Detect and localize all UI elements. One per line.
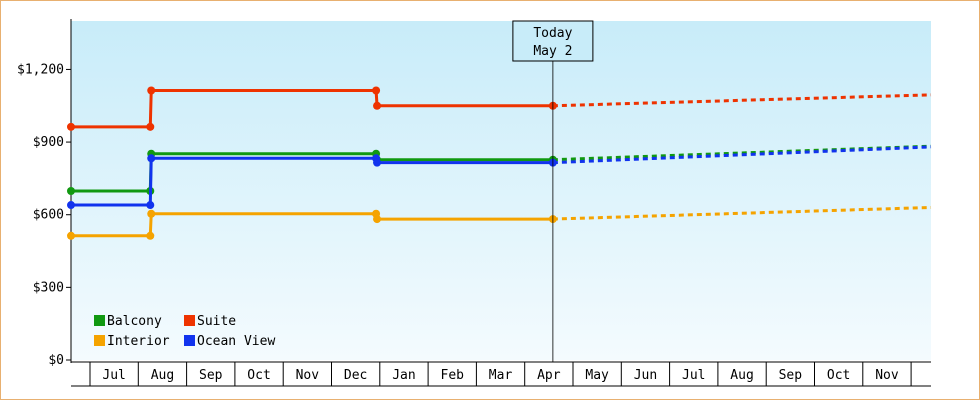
today-label: Today <box>533 26 572 41</box>
legend-swatch <box>184 315 195 326</box>
month-label: Aug <box>730 368 753 383</box>
legend: Balcony Suite Interior Ocean View <box>94 314 275 349</box>
month-label: Feb <box>441 368 465 383</box>
data-point-suite <box>372 86 381 95</box>
data-point-ocean-view <box>147 154 156 163</box>
month-label: Jan <box>392 368 415 383</box>
legend-label: Suite <box>197 314 236 329</box>
y-tick-label: $300 <box>33 280 64 295</box>
month-label: Oct <box>827 368 850 383</box>
forecast-line-ocean-view <box>552 145 932 165</box>
data-point-ocean-view <box>373 158 382 167</box>
data-point-interior <box>67 231 75 240</box>
series-line-interior <box>71 212 553 238</box>
y-axis: $0 $300 $600 $900 $1,200 <box>17 19 72 368</box>
series-suite <box>67 86 932 131</box>
month-label: Apr <box>537 368 561 383</box>
month-label: Dec <box>344 368 367 383</box>
legend-swatch <box>184 335 195 346</box>
y-tick-label: $0 <box>48 353 64 368</box>
legend-label: Interior <box>107 334 170 349</box>
legend-swatch <box>94 315 105 326</box>
x-axis: Jul Aug Sep Oct Nov Dec Jan Feb Mar Apr May Jun Jul A… <box>71 361 931 387</box>
month-label: Jun <box>634 368 657 383</box>
series-line-suite <box>71 88 553 129</box>
y-tick-label: $1,200 <box>17 62 64 77</box>
month-label: Nov <box>296 368 320 383</box>
month-label: Nov <box>875 368 899 383</box>
today-date: May 2 <box>533 44 572 59</box>
month-label: Aug <box>151 368 174 383</box>
data-point-ocean-view <box>146 201 155 210</box>
month-label: Sep <box>779 368 803 383</box>
series-interior <box>67 205 932 240</box>
series-line-balcony <box>71 152 553 193</box>
today-box <box>512 20 594 62</box>
month-label: Jul <box>682 368 705 383</box>
data-point-suite <box>147 86 156 95</box>
today-marker: Today May 2 <box>512 20 594 362</box>
series-line-ocean-view <box>71 156 553 207</box>
legend-label: Ocean View <box>197 334 275 349</box>
y-tick-label: $600 <box>33 208 64 223</box>
plot-background <box>71 21 931 360</box>
forecast-line-interior <box>552 205 932 221</box>
data-point-interior <box>146 231 155 240</box>
data-point-ocean-view <box>67 201 75 210</box>
month-label: Mar <box>489 368 513 383</box>
data-point-suite <box>146 122 155 131</box>
series-layer <box>67 86 932 240</box>
data-point-suite <box>373 101 382 110</box>
data-point-balcony <box>67 186 75 195</box>
forecast-line-suite <box>552 93 932 108</box>
month-label: May <box>585 368 609 383</box>
month-label: Jul <box>102 368 125 383</box>
legend-label: Balcony <box>107 314 162 329</box>
data-point-suite <box>67 122 75 131</box>
data-point-interior <box>373 215 382 224</box>
data-point-interior <box>147 209 156 218</box>
month-label: Oct <box>247 368 270 383</box>
month-label: Sep <box>199 368 223 383</box>
y-tick-label: $900 <box>33 135 64 150</box>
legend-swatch <box>94 335 105 346</box>
